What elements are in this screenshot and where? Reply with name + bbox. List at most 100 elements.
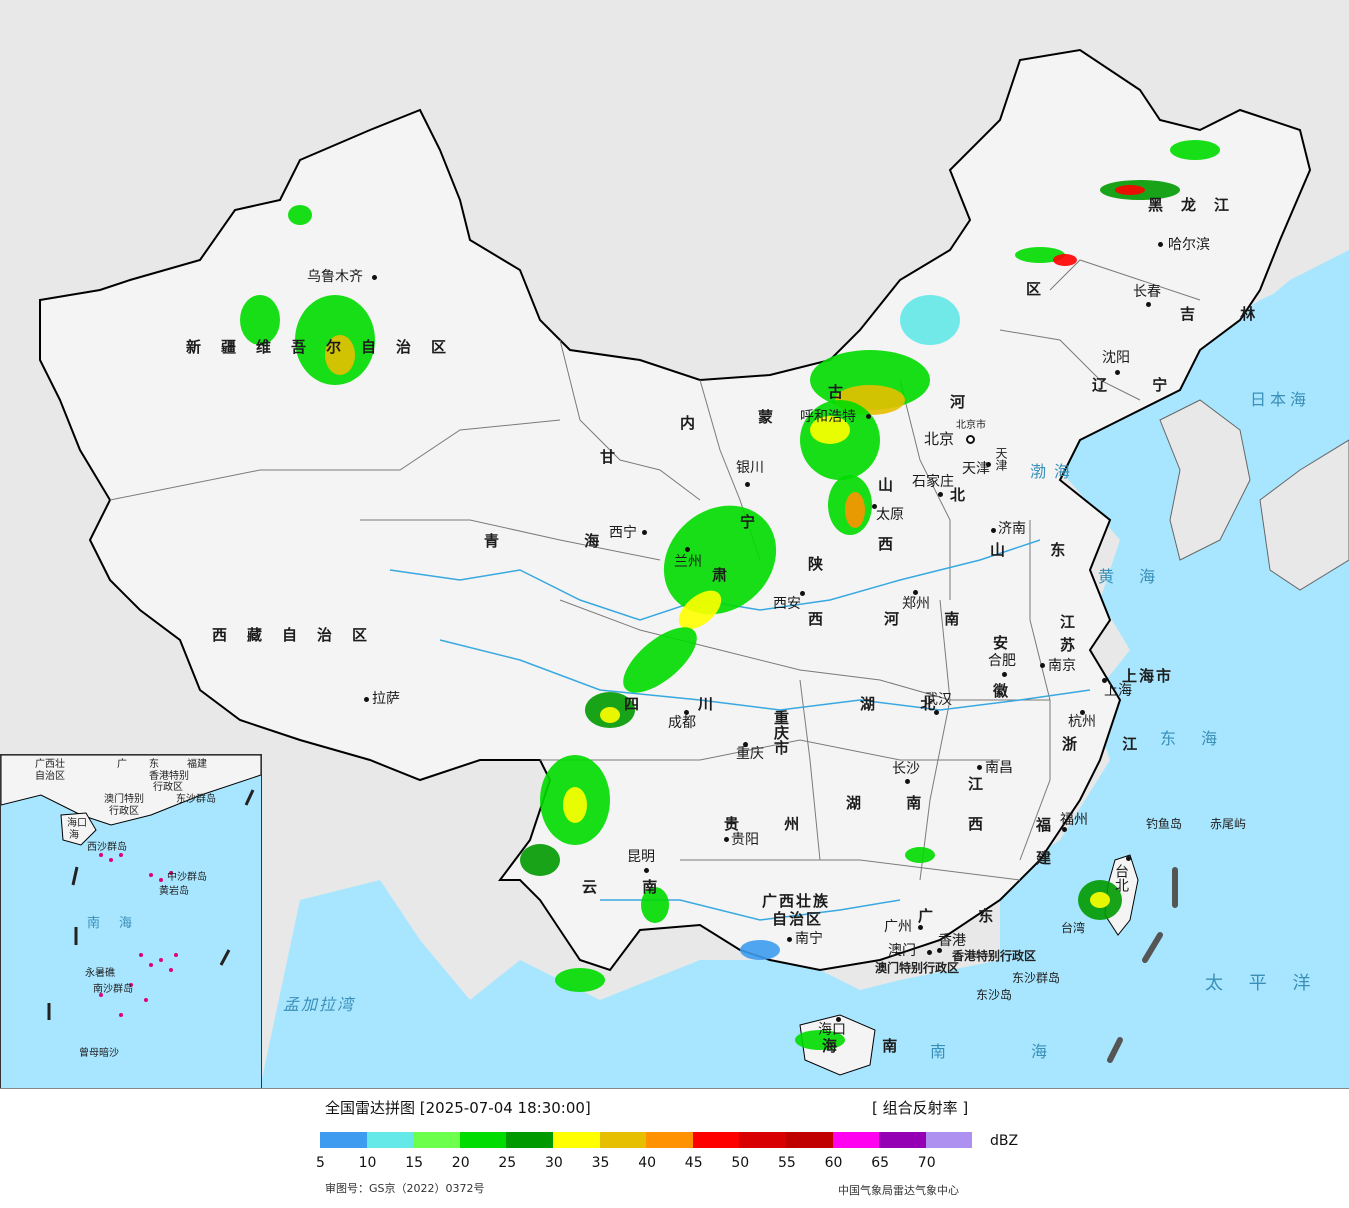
province-label: 云 南 <box>582 878 678 896</box>
sea-label: 东 海 <box>1160 729 1228 748</box>
ocean-south <box>260 880 1349 1088</box>
inset-label: 广西壮 <box>35 759 65 770</box>
province-label: 河 南 <box>884 610 980 628</box>
legend-swatch <box>366 1132 414 1148</box>
legend-tick-label: 45 <box>684 1155 703 1171</box>
legend-tick-label: 30 <box>545 1155 563 1171</box>
city-label: 太原 <box>876 507 904 523</box>
sea-label: 日本海 <box>1250 390 1311 409</box>
city-pin <box>927 950 932 955</box>
legend-tick-label: 10 <box>358 1155 377 1171</box>
inset-label: 东 <box>149 759 159 770</box>
province-label: 蒙 <box>758 408 794 426</box>
legend-swatch <box>879 1132 926 1148</box>
island-label: 东沙群岛 <box>1012 971 1061 985</box>
city-label: 台北 <box>1113 864 1129 892</box>
city-label: 天津 <box>962 461 990 477</box>
province-label: 西 <box>968 815 1004 833</box>
inset-islands <box>99 853 178 1017</box>
map-approval-number: 审图号：GS京（2022）0372号 <box>325 1182 485 1195</box>
province-label: 宁 <box>740 513 776 531</box>
city-label: 北京 <box>924 430 955 448</box>
province-label: 新疆维吾尔自治区 <box>186 338 467 356</box>
map-area[interactable]: 新疆维吾尔自治区 西藏自治区 青 海 甘 内 蒙 古 黑龙江 吉 林 辽 宁 河… <box>0 0 1349 1089</box>
inset-label: 西沙群岛 <box>87 842 127 853</box>
south-china-sea-inset[interactable]: 广西壮 自治区 广 东 福建 香港特别 行政区 澳门特别 行政区 东沙群岛 海口… <box>0 754 262 1088</box>
inset-label: 行政区 <box>153 782 183 793</box>
city-label: 贵阳 <box>731 832 759 848</box>
province-label: 上海市 <box>1122 667 1174 685</box>
city-label: 广州 <box>884 919 912 935</box>
inset-label: 曾母暗沙 <box>79 1048 119 1059</box>
inset-label: 海 <box>69 830 79 841</box>
city-pin <box>1080 710 1085 715</box>
island-label: 东沙岛 <box>976 988 1013 1002</box>
map-canvas <box>39 48 1349 1088</box>
sea-label: 渤海 <box>1030 462 1079 481</box>
province-label: 浙 江 <box>1062 735 1158 753</box>
city-label: 合肥 <box>988 653 1016 669</box>
city-label: 呼和浩特 <box>800 409 856 425</box>
city-label: 杭州 <box>1068 714 1096 730</box>
province-label: 香港特别行政区 <box>952 949 1037 963</box>
province-label: 古 <box>828 383 864 401</box>
city-label: 成都 <box>668 715 696 731</box>
legend-tick-label: 40 <box>638 1155 657 1171</box>
inset-label: 南沙群岛 <box>93 984 133 995</box>
inset-label: 福建 <box>187 759 207 770</box>
province-label: 海 南 <box>822 1037 918 1055</box>
province-label: 江 <box>968 775 1004 793</box>
city-pin <box>1002 672 1007 677</box>
city-label: 南昌 <box>985 760 1013 776</box>
province-label: 北 <box>950 486 986 504</box>
ocean-japan-sea <box>1230 250 1349 520</box>
legend-swatch <box>739 1132 786 1148</box>
city-pin <box>685 547 690 552</box>
inset-label: 自治区 <box>35 771 65 782</box>
city-pin <box>372 275 377 280</box>
legend-unit: dBZ <box>990 1133 1019 1149</box>
inset-label: 永暑礁 <box>85 968 115 979</box>
inset-label: 中沙群岛 <box>167 872 207 883</box>
city-label: 石家庄 <box>912 474 954 490</box>
legend-swatch <box>320 1132 367 1148</box>
capital-marker <box>966 435 975 444</box>
city-label: 西安 <box>773 596 801 612</box>
island-label: 钓鱼岛 <box>1146 817 1183 831</box>
inset-mainland <box>1 755 261 826</box>
city-label: 银川 <box>736 460 764 476</box>
city-label: 乌鲁木齐 <box>307 269 363 285</box>
legend-tick-label: 70 <box>917 1155 936 1171</box>
legend-panel: 全国雷达拼图 [2025-07-04 18:30:00] [ 组合反射率 ] d… <box>0 1089 1349 1208</box>
city-pin <box>1040 663 1045 668</box>
city-label: 上海 <box>1104 683 1132 699</box>
legend-swatch <box>785 1132 833 1148</box>
province-label: 四 <box>624 695 660 713</box>
legend-swatch <box>552 1132 600 1148</box>
province-label: 湖 南 <box>846 794 942 812</box>
city-label: 澳门 <box>888 943 916 959</box>
province-label: 北京市 <box>956 420 986 431</box>
province-label: 山 东 <box>990 541 1086 559</box>
province-borders <box>109 259 1201 881</box>
inset-label: 黄岩岛 <box>159 886 189 897</box>
japan-islands <box>1259 439 1349 591</box>
city-pin <box>937 948 942 953</box>
province-label: 福 <box>1036 816 1072 834</box>
legend-swatch <box>506 1132 553 1148</box>
sea-boundary-marks <box>1107 867 1178 1063</box>
city-pin <box>918 925 923 930</box>
inset-label: 广 <box>117 759 127 770</box>
inset-label: 海 <box>119 916 143 931</box>
legend-tick-label: 25 <box>498 1155 517 1171</box>
city-pin <box>938 492 943 497</box>
legend-tick-label: 20 <box>451 1155 470 1171</box>
china-landmass <box>39 48 1312 972</box>
legend-tick-label: 65 <box>871 1155 890 1171</box>
city-pin <box>991 528 996 533</box>
province-label: 区 <box>1026 280 1062 298</box>
city-label: 南宁 <box>795 931 823 947</box>
province-label: 澳门特别行政区 <box>875 961 960 975</box>
city-pin <box>684 710 689 715</box>
province-label: 台湾 <box>1061 921 1086 935</box>
